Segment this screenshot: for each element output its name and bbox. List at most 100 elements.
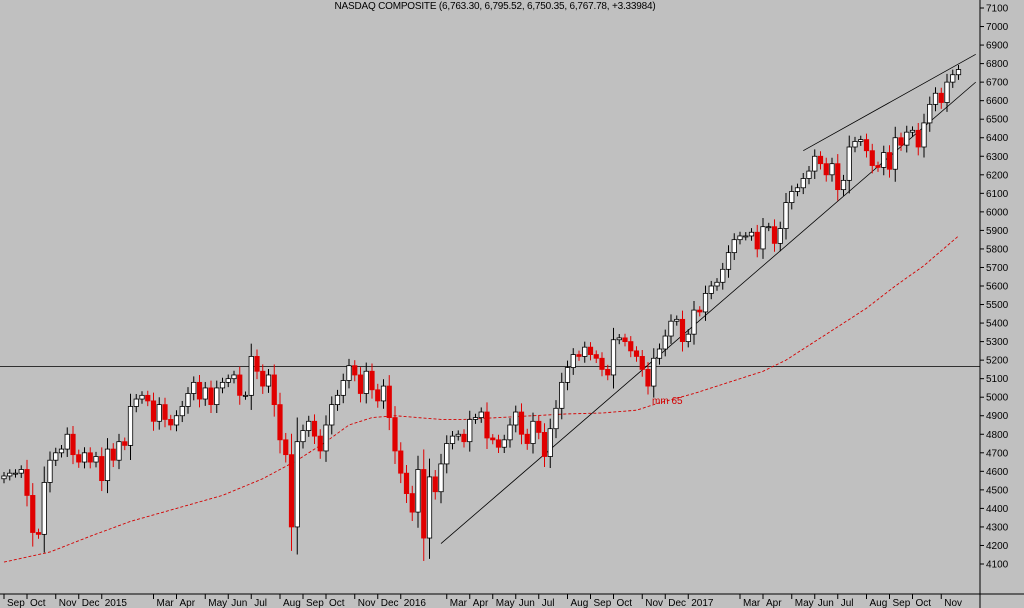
x-tick-label: Sep bbox=[7, 598, 25, 608]
candle-body bbox=[317, 435, 323, 452]
y-tick-label: 6600 bbox=[986, 96, 1009, 107]
candle-body bbox=[70, 433, 76, 456]
candle-body bbox=[139, 394, 145, 400]
candle-body bbox=[386, 385, 392, 418]
y-tick-label: 6300 bbox=[986, 152, 1009, 163]
candle-body bbox=[748, 231, 755, 237]
candle-body bbox=[18, 469, 24, 474]
x-tick-label: Jul bbox=[841, 598, 854, 608]
candle-body bbox=[938, 92, 944, 103]
candle-body bbox=[478, 411, 484, 418]
y-tick-label: 4800 bbox=[986, 430, 1009, 441]
candle-body bbox=[599, 357, 605, 370]
candle-body bbox=[248, 356, 254, 396]
candle-body bbox=[150, 400, 157, 422]
candle-body bbox=[156, 404, 162, 422]
candle-body bbox=[334, 394, 341, 406]
candle-body bbox=[484, 411, 490, 439]
candle-body bbox=[674, 318, 680, 322]
candle-body bbox=[950, 74, 956, 83]
candle-body bbox=[622, 337, 628, 343]
candle-body bbox=[185, 393, 191, 407]
y-tick-label: 7000 bbox=[986, 22, 1009, 33]
candle-body bbox=[1, 475, 7, 480]
candle-body bbox=[702, 293, 709, 313]
y-tick-label: 7100 bbox=[986, 4, 1009, 15]
candle-body bbox=[219, 381, 226, 389]
y-tick-label: 6500 bbox=[986, 115, 1009, 126]
y-tick-label: 5700 bbox=[986, 263, 1009, 274]
candle-body bbox=[76, 454, 82, 463]
candle-body bbox=[461, 433, 467, 443]
candle-body bbox=[760, 226, 766, 250]
candle-body bbox=[898, 137, 904, 146]
candle-body bbox=[392, 417, 398, 452]
candle-body bbox=[639, 356, 645, 370]
x-tick-label: Oct bbox=[30, 598, 46, 608]
candle-body bbox=[409, 493, 415, 513]
x-tick-label: Aug bbox=[571, 598, 589, 608]
candle-body bbox=[300, 430, 306, 443]
x-tick-label: Mar bbox=[450, 598, 468, 608]
candle-body bbox=[329, 404, 335, 426]
candle-body bbox=[81, 452, 88, 463]
candle-body bbox=[656, 348, 663, 359]
y-tick-label: 5500 bbox=[986, 300, 1009, 311]
y-tick-label: 4300 bbox=[986, 522, 1009, 533]
candle-body bbox=[122, 441, 128, 446]
candle-body bbox=[24, 469, 30, 496]
candle-body bbox=[823, 163, 829, 176]
candle-body bbox=[553, 407, 559, 430]
x-tick-label: Dec bbox=[668, 598, 686, 608]
candle-body bbox=[237, 374, 243, 396]
candle-body bbox=[645, 368, 651, 387]
candle-body bbox=[559, 381, 565, 409]
candle-body bbox=[225, 378, 231, 383]
candle-body bbox=[852, 141, 858, 148]
candle-body bbox=[564, 367, 571, 383]
candle-body bbox=[662, 335, 668, 350]
candle-body bbox=[737, 235, 743, 241]
candle-body bbox=[426, 476, 433, 539]
x-tick-label: Nov bbox=[358, 598, 376, 608]
candle-body bbox=[875, 165, 881, 168]
candle-body bbox=[357, 374, 364, 394]
candle-body bbox=[93, 456, 99, 463]
candle-body bbox=[771, 226, 778, 244]
candle-body bbox=[904, 131, 910, 146]
upper-trend-line bbox=[803, 53, 976, 152]
candle-body bbox=[30, 495, 36, 533]
candle-body bbox=[415, 469, 421, 513]
candle-body bbox=[35, 532, 42, 535]
candle-body bbox=[323, 424, 329, 452]
x-tick-label: Jul bbox=[542, 598, 555, 608]
candle-body bbox=[927, 103, 933, 124]
candle-body bbox=[398, 450, 404, 474]
candle-body bbox=[846, 146, 852, 181]
y-tick-label: 4600 bbox=[986, 467, 1009, 478]
candle-body bbox=[593, 354, 599, 359]
candle-body bbox=[812, 155, 818, 172]
moving-average-line bbox=[3, 235, 959, 563]
candle-body bbox=[191, 381, 197, 394]
candle-body bbox=[346, 365, 352, 381]
candle-body bbox=[892, 137, 898, 170]
x-tick-label: Sep bbox=[893, 598, 911, 608]
candle-body bbox=[501, 439, 507, 448]
candle-body bbox=[168, 419, 174, 426]
candle-body bbox=[932, 92, 939, 105]
candle-body bbox=[444, 443, 450, 465]
candle-body bbox=[835, 163, 841, 191]
x-tick-label: Aug bbox=[283, 598, 301, 608]
candle-body bbox=[421, 469, 427, 539]
x-tick-label: May bbox=[795, 598, 814, 608]
candle-body bbox=[633, 350, 640, 357]
candle-body bbox=[116, 441, 122, 461]
candle-body bbox=[53, 452, 59, 461]
candle-body bbox=[507, 424, 513, 441]
x-tick-label: May bbox=[496, 598, 515, 608]
candle-body bbox=[58, 448, 65, 454]
x-tick-label: Jul bbox=[254, 598, 267, 608]
y-tick-label: 4200 bbox=[986, 541, 1009, 552]
